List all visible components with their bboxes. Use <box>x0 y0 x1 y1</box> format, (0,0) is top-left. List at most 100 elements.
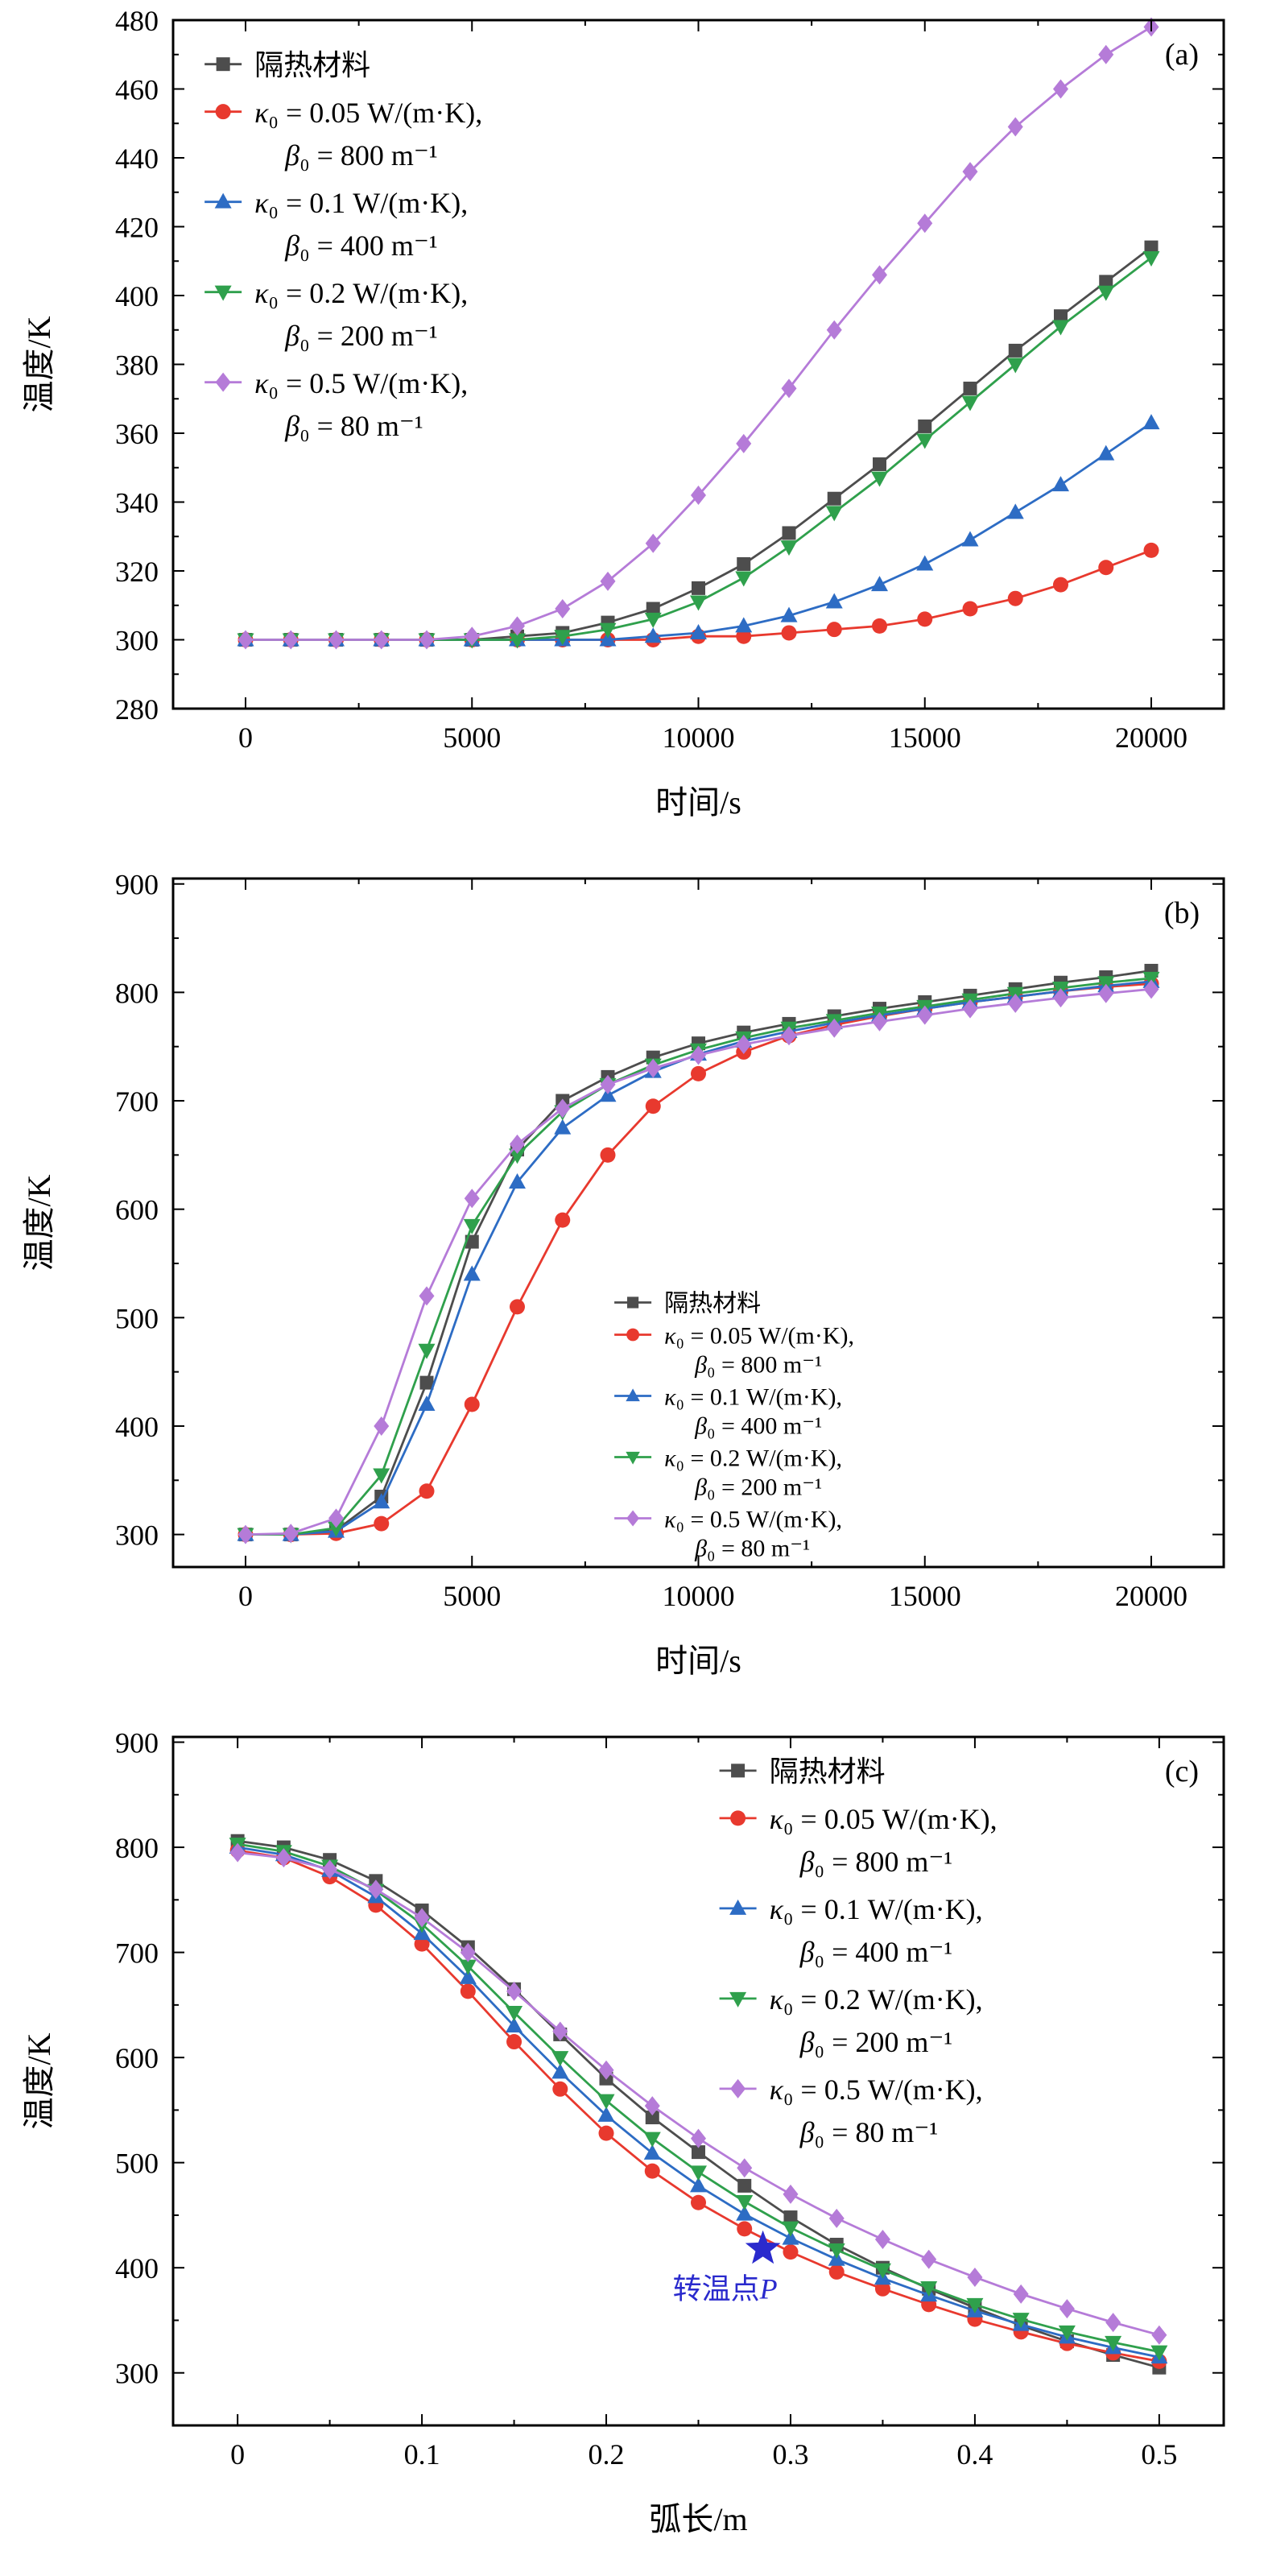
data-point-marker <box>627 1296 639 1309</box>
data-point-marker <box>418 1396 436 1412</box>
data-point-marker <box>780 540 798 556</box>
data-point-marker <box>464 626 480 647</box>
y-tick-label: 320 <box>115 556 159 588</box>
y-tick-label: 400 <box>115 280 159 312</box>
data-point-marker <box>459 1968 477 1984</box>
legend-label: κ₀ = 0.2 W/(m·K), <box>664 1445 842 1472</box>
y-tick-label: 340 <box>115 487 159 519</box>
data-point-marker <box>967 2267 983 2287</box>
data-point-marker <box>1142 250 1160 267</box>
x-tick-label: 0 <box>238 722 253 754</box>
panel-tag: (c) <box>1165 1755 1199 1788</box>
legend-label: β₀ = 80 m⁻¹ <box>694 1536 810 1562</box>
data-point-marker <box>460 1942 476 1962</box>
legend-label: 隔热材料 <box>664 1291 761 1317</box>
data-point-marker <box>597 2106 615 2122</box>
y-tick-label: 600 <box>115 2042 159 2074</box>
data-point-marker <box>826 622 842 638</box>
data-point-marker <box>783 2244 799 2260</box>
data-point-marker <box>690 2177 707 2193</box>
legend-label: κ₀ = 0.05 W/(m·K), <box>664 1323 854 1350</box>
data-point-marker <box>962 162 978 182</box>
data-point-marker <box>373 1493 390 1509</box>
data-point-marker <box>373 1468 390 1484</box>
data-point-marker <box>374 1416 390 1436</box>
data-point-marker <box>872 618 887 634</box>
data-point-marker <box>460 1983 476 1999</box>
data-point-marker <box>874 2229 890 2249</box>
data-point-marker <box>283 1524 299 1544</box>
legend-label: β₀ = 200 m⁻¹ <box>284 320 438 352</box>
data-point-marker <box>692 581 705 595</box>
data-point-marker <box>1059 2299 1075 2319</box>
data-point-marker <box>1052 320 1069 336</box>
y-tick-label: 300 <box>115 2358 159 2390</box>
y-tick-label: 400 <box>115 1411 159 1443</box>
data-point-marker <box>781 1026 797 1046</box>
data-point-marker <box>551 2063 569 2079</box>
data-point-marker <box>597 2094 615 2110</box>
data-point-marker <box>961 395 979 411</box>
data-point-marker <box>418 1343 436 1359</box>
data-point-marker <box>644 2163 660 2179</box>
data-point-marker <box>237 1524 254 1544</box>
data-point-marker <box>735 571 753 587</box>
data-point-marker <box>1151 2325 1167 2345</box>
data-point-marker <box>600 571 616 591</box>
y-tick-label: 400 <box>115 2252 159 2284</box>
data-point-marker <box>645 2111 659 2125</box>
y-tick-label: 600 <box>115 1194 159 1226</box>
data-point-marker <box>692 2145 705 2160</box>
axis-ticks <box>173 1737 1224 2426</box>
series-markers-2 <box>237 414 1160 647</box>
data-point-marker <box>782 2221 799 2237</box>
y-axis-label: 温度/K <box>21 2032 57 2129</box>
data-point-marker <box>1054 309 1068 324</box>
data-point-marker <box>1013 2284 1029 2304</box>
x-tick-label: 0 <box>238 1580 253 1612</box>
data-point-marker <box>554 1118 572 1135</box>
data-point-marker <box>781 378 797 399</box>
series-markers-4 <box>237 979 1159 1544</box>
data-point-marker <box>283 630 299 650</box>
y-tick-label: 300 <box>115 1520 159 1552</box>
data-point-marker <box>643 2132 661 2148</box>
legend: 隔热材料 κ₀ = 0.05 W/(m·K), β₀ = 800 m⁻¹ κ₀ = 0… <box>204 49 482 442</box>
data-point-marker <box>555 1212 571 1228</box>
legend-label: β₀ = 400 m⁻¹ <box>694 1413 822 1440</box>
y-tick-label: 380 <box>115 349 159 382</box>
data-point-marker <box>917 1005 933 1025</box>
panel-tag: (b) <box>1164 896 1200 930</box>
data-point-marker <box>962 999 978 1019</box>
data-point-marker <box>828 2208 845 2228</box>
data-point-marker <box>599 631 617 647</box>
y-tick-label: 900 <box>115 869 159 901</box>
data-point-marker <box>690 595 707 611</box>
data-point-marker <box>626 1388 640 1402</box>
data-point-marker <box>229 1842 246 1863</box>
data-point-marker <box>643 2144 661 2160</box>
data-point-marker <box>506 2006 523 2021</box>
chart-panel-c: 0 0.1 0.2 0.3 0.4 0.5 300 400 500 600 700 800 900 弧长/… <box>0 1717 1268 2575</box>
panel-tag: (a) <box>1165 38 1199 72</box>
data-point-marker <box>872 265 887 285</box>
data-point-marker <box>691 2128 706 2148</box>
data-point-marker <box>783 2210 798 2225</box>
series-markers-4 <box>229 1842 1167 2345</box>
data-point-marker <box>322 1859 338 1879</box>
data-point-marker <box>599 622 617 639</box>
legend-label: β₀ = 800 m⁻¹ <box>694 1352 822 1379</box>
data-point-marker <box>729 1899 747 1915</box>
data-point-marker <box>735 617 753 633</box>
data-point-marker <box>216 57 230 72</box>
data-point-marker <box>328 630 344 650</box>
x-tick-label: 10000 <box>663 1580 735 1612</box>
data-point-marker <box>1144 240 1159 254</box>
data-point-marker <box>691 1045 706 1065</box>
data-point-marker <box>961 531 979 547</box>
data-point-marker <box>871 576 888 592</box>
y-tick-label: 500 <box>115 2148 159 2180</box>
data-point-marker <box>731 1764 746 1778</box>
data-point-marker <box>215 372 231 392</box>
y-tick-label: 700 <box>115 1937 159 1970</box>
